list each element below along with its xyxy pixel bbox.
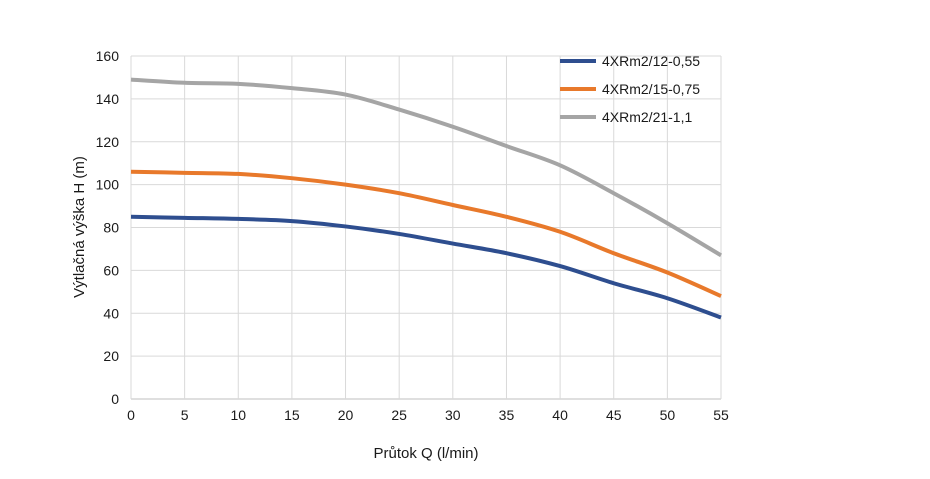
x-tick-label: 15	[284, 407, 300, 423]
y-tick-label: 160	[96, 48, 120, 64]
y-tick-label: 100	[96, 177, 120, 193]
x-tick-label: 50	[660, 407, 676, 423]
y-tick-label: 60	[103, 262, 119, 278]
legend-label: 4XRm2/15-0,75	[602, 81, 700, 97]
series-line-1	[130, 214, 722, 320]
x-tick-label: 25	[391, 407, 407, 423]
y-tick-label: 140	[96, 91, 120, 107]
x-tick-label: 20	[338, 407, 354, 423]
y-tick-label: 40	[103, 305, 119, 321]
y-axis-title: Výtlačná výška H (m)	[71, 156, 88, 298]
x-tick-label: 0	[127, 407, 135, 423]
x-tick-label: 5	[181, 407, 189, 423]
x-tick-label: 35	[499, 407, 515, 423]
x-tick-label: 10	[230, 407, 246, 423]
x-tick-label: 40	[552, 407, 568, 423]
grid	[130, 55, 722, 400]
series-line-2	[130, 169, 722, 298]
legend: 4XRm2/12-0,55 4XRm2/15-0,75 4XRm2/21-1,1	[560, 53, 700, 125]
y-tick-label: 120	[96, 134, 120, 150]
y-tick-label: 20	[103, 348, 119, 364]
x-axis-title: Průtok Q (l/min)	[373, 445, 478, 462]
x-tick-label: 55	[713, 407, 729, 423]
series-line-3	[130, 77, 723, 258]
y-tick-label: 0	[111, 391, 119, 407]
x-tick-label: 30	[445, 407, 461, 423]
x-axis-ticks: 0 5 10 15 20 25 30 35 40 45 50 55	[127, 407, 729, 423]
y-axis-ticks: 0 20 40 60 80 100 120 140 160	[96, 48, 120, 407]
x-tick-label: 45	[606, 407, 622, 423]
legend-label: 4XRm2/12-0,55	[602, 53, 700, 69]
legend-label: 4XRm2/21-1,1	[602, 109, 692, 125]
series-lines	[130, 77, 723, 320]
y-tick-label: 80	[103, 220, 119, 236]
